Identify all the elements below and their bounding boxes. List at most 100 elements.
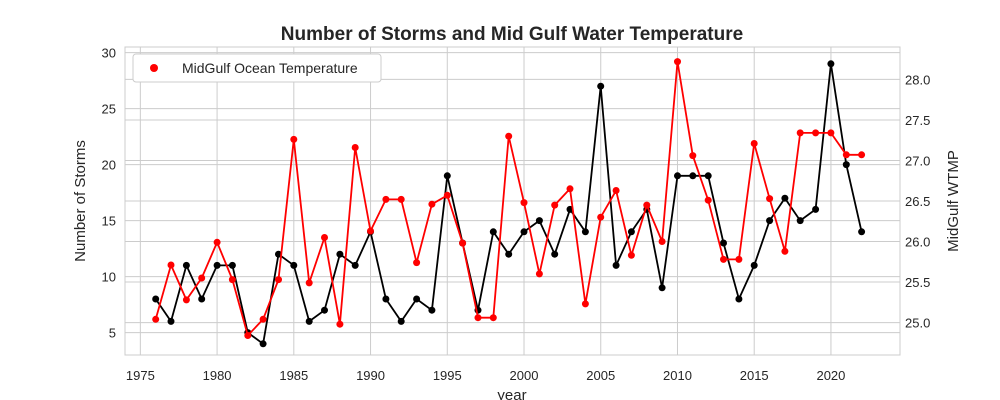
- series-point-0: [489, 228, 497, 236]
- series-point-1: [674, 58, 681, 66]
- series-point-0: [674, 172, 681, 180]
- series-point-0: [443, 172, 451, 180]
- series-point-1: [152, 315, 160, 323]
- series-point-1: [259, 315, 267, 323]
- legend-box: [132, 53, 382, 83]
- series-point-0: [827, 60, 835, 68]
- series-point-1: [704, 196, 712, 204]
- series-point-1: [535, 270, 543, 278]
- series-point-1: [321, 234, 328, 241]
- series-point-0: [766, 217, 774, 225]
- series-point-1: [397, 195, 405, 203]
- y-tick-labels: 5 10 15 20 25 30: [102, 46, 116, 341]
- legend: MidGulf Ocean Temperature: [132, 53, 382, 83]
- y-tick-label: 10: [102, 270, 116, 285]
- series-point-0: [321, 306, 328, 314]
- series-point-0: [597, 82, 605, 90]
- series-point-0: [259, 340, 267, 348]
- series-point-0: [689, 172, 697, 180]
- series-point-0: [612, 261, 620, 269]
- legend-marker: [150, 64, 158, 72]
- y2-tick-label: 26.0: [905, 235, 930, 250]
- legend-label: MidGulf Ocean Temperature: [182, 60, 358, 76]
- series-point-0: [735, 295, 743, 303]
- series-point-1: [413, 259, 421, 267]
- series-point-0: [842, 161, 850, 169]
- series-point-0: [182, 261, 190, 269]
- x-tick-label: 2020: [816, 368, 845, 383]
- x-tick-label: 2010: [663, 368, 692, 383]
- series-point-1: [781, 247, 789, 255]
- series-point-1: [643, 201, 651, 209]
- series-point-1: [459, 239, 467, 247]
- series-line-0: [154, 63, 863, 346]
- series-point-1: [290, 135, 298, 143]
- series-point-0: [305, 317, 313, 325]
- series-point-0: [505, 250, 513, 258]
- x-tick-label: 1990: [356, 368, 385, 383]
- series-point-0: [351, 261, 359, 269]
- series-point-1: [735, 255, 743, 263]
- series-point-1: [551, 201, 559, 209]
- series-point-0: [167, 317, 175, 325]
- y-tick-label: 15: [102, 214, 116, 229]
- series-line-1: [154, 61, 862, 338]
- series-point-1: [566, 185, 574, 193]
- series-point-1: [275, 276, 282, 284]
- series-point-1: [351, 144, 359, 151]
- series-point-1: [842, 151, 850, 159]
- y2-tick-label: 26.5: [905, 194, 930, 209]
- x-tick-label: 2015: [740, 368, 769, 383]
- y-tick-label: 25: [102, 102, 116, 117]
- series-point-0: [858, 228, 866, 236]
- series-point-1: [858, 151, 866, 159]
- series-point-0: [228, 261, 236, 269]
- series-point-0: [428, 306, 436, 314]
- grid: [125, 47, 900, 355]
- y-tick-label: 20: [102, 158, 116, 173]
- series-point-0: [336, 250, 344, 258]
- series-point-1: [627, 251, 635, 259]
- series-point-1: [827, 129, 835, 137]
- series-point-0: [213, 261, 221, 269]
- x-tick-labels: 1975 1980 1985 1990 1995 2000 2005 2010 2015 2020: [126, 368, 846, 383]
- series-point-1: [244, 332, 252, 339]
- y-axis-title: Number of Storms: [72, 140, 89, 262]
- series-point-0: [198, 295, 206, 303]
- x-tick-label: 2000: [510, 368, 539, 383]
- series-point-1: [750, 140, 758, 147]
- series-point-0: [413, 295, 421, 303]
- series-point-0: [581, 228, 589, 236]
- series-point-0: [152, 295, 160, 303]
- series-point-1: [198, 274, 206, 282]
- series-point-1: [367, 227, 374, 235]
- series-point-1: [228, 276, 236, 284]
- series-layer: [152, 58, 866, 348]
- series-point-0: [658, 284, 666, 292]
- series-point-1: [443, 191, 451, 199]
- y2-axis-title: MidGulf WTMP: [945, 150, 962, 252]
- y-tick-label: 30: [102, 46, 116, 61]
- series-point-1: [505, 132, 513, 140]
- series-point-1: [581, 300, 589, 308]
- x-axis-title: year: [497, 387, 526, 400]
- y2-tick-label: 27.0: [905, 153, 930, 168]
- series-point-0: [781, 194, 789, 202]
- series-point-1: [766, 195, 774, 203]
- series-point-1: [382, 195, 390, 203]
- series-point-1: [689, 152, 697, 160]
- series-point-1: [428, 200, 436, 208]
- series-point-1: [597, 213, 605, 221]
- series-point-0: [551, 250, 559, 258]
- series-point-0: [382, 295, 390, 303]
- y2-tick-label: 25.0: [905, 316, 930, 331]
- series-point-1: [182, 296, 190, 304]
- series-point-1: [305, 279, 313, 287]
- series-point-0: [750, 261, 758, 269]
- series-point-1: [612, 187, 620, 194]
- chart-title: Number of Storms and Mid Gulf Water Temp…: [281, 24, 743, 45]
- x-tick-label: 1995: [433, 368, 462, 383]
- x-tick-label: 1980: [203, 368, 232, 383]
- series-point-0: [397, 317, 405, 325]
